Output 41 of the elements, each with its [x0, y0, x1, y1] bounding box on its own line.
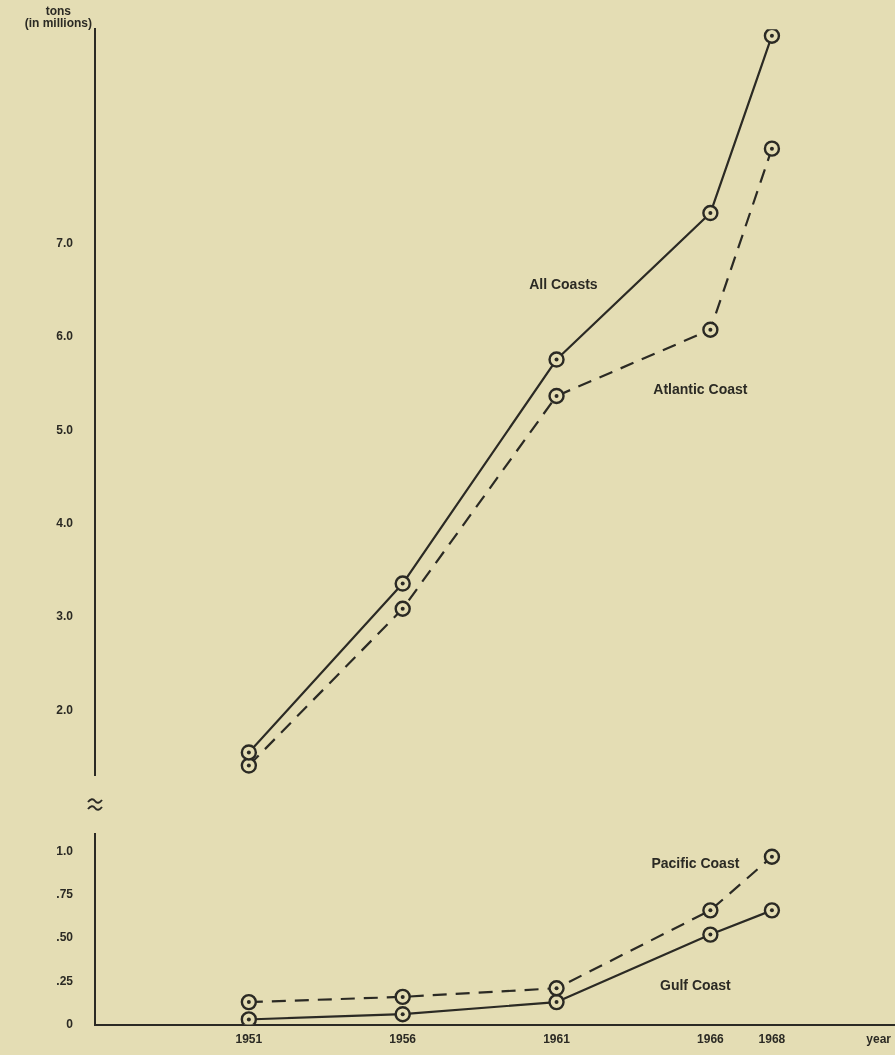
point [548, 351, 565, 368]
y-tick-label: 4.0 [56, 516, 74, 531]
y-tick-label: 0 [66, 1016, 74, 1031]
y-tick-label: 1.0 [56, 843, 74, 858]
y-tick-label: 5.0 [56, 422, 74, 437]
point [702, 204, 719, 222]
point [240, 1011, 258, 1025]
y-tick-label: 2.0 [56, 702, 74, 717]
point [763, 902, 781, 919]
point [763, 29, 781, 44]
point [702, 321, 719, 338]
point [763, 848, 781, 865]
x-tick-label: 1968 [758, 1032, 786, 1047]
point [394, 575, 411, 592]
x-tick-label: 1956 [389, 1032, 417, 1047]
y-tick-label: 7.0 [56, 236, 74, 251]
point [763, 140, 781, 157]
point [702, 926, 719, 943]
y-tick-label: .75 [56, 887, 74, 902]
point [240, 744, 258, 761]
y-tick-label: .25 [56, 973, 74, 988]
x-tick-label: 1961 [543, 1032, 571, 1047]
point [702, 902, 719, 919]
y-tick-label: 6.0 [56, 329, 74, 344]
x-axis-title: year [866, 1031, 892, 1046]
point [548, 993, 565, 1011]
x-tick-label: 1951 [235, 1032, 263, 1047]
y-tick-label: .50 [56, 930, 74, 945]
series-label: Pacific Coast [651, 855, 740, 872]
series-label: Gulf Coast [659, 977, 732, 994]
series-label: All Coasts [529, 275, 598, 292]
y-axis-title: tons (in millions) [24, 4, 93, 31]
point [240, 993, 258, 1011]
y-tick-label: 3.0 [56, 609, 74, 624]
point [394, 600, 411, 617]
x-tick-label: 1966 [697, 1032, 725, 1047]
point [548, 980, 565, 997]
point [394, 988, 411, 1006]
series-label: Atlantic Coast [653, 380, 748, 397]
point [548, 387, 565, 405]
point [394, 1006, 411, 1023]
